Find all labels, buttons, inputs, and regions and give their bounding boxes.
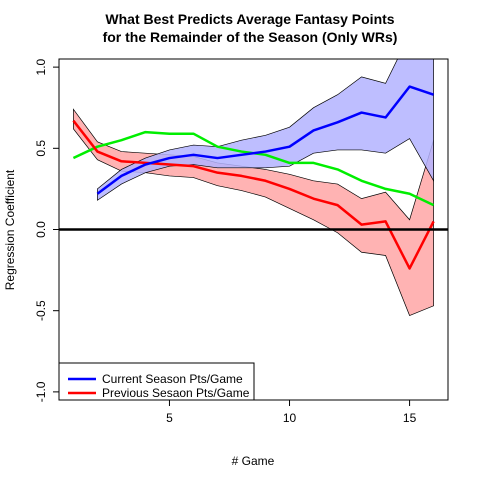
legend-label-previous: Previous Sesaon Pts/Game (102, 386, 250, 400)
y-tick-label: 1.0 (34, 58, 48, 75)
legend-box (58, 362, 255, 401)
y-tick-label: -1.0 (34, 381, 48, 402)
previous-season-line (72, 119, 435, 270)
x-axis-label: # Game (232, 454, 275, 468)
y-axis: -1.0 -0.5 0.0 0.5 1.0 (34, 58, 59, 402)
chart-title-line-1: What Best Predicts Average Fantasy Point… (105, 11, 394, 27)
x-tick-label: 5 (166, 411, 173, 425)
x-tick-label: 15 (403, 411, 417, 425)
y-tick-label: 0.5 (34, 140, 48, 157)
x-axis: 5 10 15 (166, 400, 417, 425)
y-tick-label: 0.0 (34, 221, 48, 238)
legend-label-current: Current Season Pts/Game (102, 372, 243, 386)
chart-title-line-2: for the Remainder of the Season (Only WR… (103, 29, 398, 45)
legend: Current Season Pts/Game Previous Sesaon … (58, 362, 255, 401)
series-lines (72, 85, 435, 270)
current-season-line (96, 85, 434, 195)
y-tick-label: -0.5 (34, 300, 48, 321)
confidence-bands (73, 59, 434, 317)
x-tick-label: 10 (283, 411, 297, 425)
y-axis-label: Regression Coefficient (3, 169, 17, 290)
